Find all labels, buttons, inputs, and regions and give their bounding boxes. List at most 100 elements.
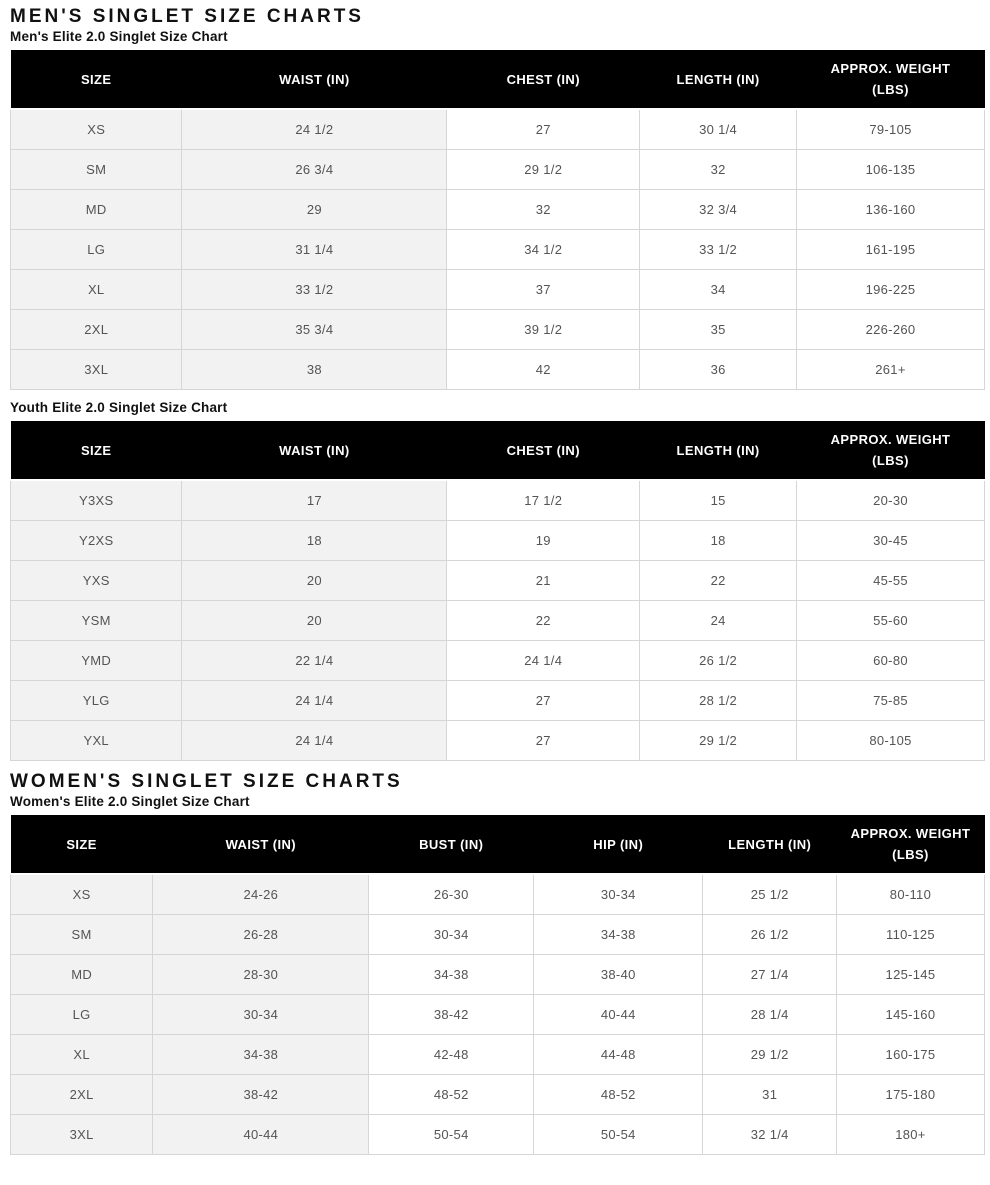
measurement-cell: 40-44: [152, 1114, 370, 1155]
measurement-cell: 40-44: [533, 994, 704, 1035]
measurement-cell: 29: [181, 189, 448, 230]
measurement-cell: 30-34: [533, 873, 704, 915]
womens-section-title: WOMEN'S SINGLET SIZE CHARTS: [10, 771, 403, 792]
womens-elite-size-chart-table: SIZE WAIST (IN) BUST (IN) HIP (IN) LENGTH (I…: [9, 815, 986, 1155]
mens-section-title: MEN'S SINGLET SIZE CHARTS: [10, 6, 364, 27]
size-cell: YXL: [9, 720, 183, 761]
mens-elite-size-chart-table: SIZE WAIST (IN) CHEST (IN) LENGTH (IN) APPRO…: [9, 50, 985, 390]
table-row: Y2XS 18 19 18 30-45: [9, 520, 985, 561]
column-header: BUST (IN): [368, 815, 534, 875]
measurement-cell: 30 1/4: [639, 108, 797, 150]
measurement-cell: 20: [181, 600, 448, 641]
size-cell: XL: [9, 269, 183, 310]
measurement-cell: 226-260: [796, 309, 985, 350]
measurement-cell: 180+: [835, 1114, 986, 1155]
measurement-cell: 32: [639, 149, 797, 190]
measurement-cell: 48-52: [533, 1074, 704, 1115]
column-header: LENGTH (IN): [702, 815, 837, 875]
measurement-cell: 110-125: [835, 914, 986, 955]
measurement-cell: 42-48: [368, 1034, 535, 1075]
measurement-cell: 80-105: [796, 720, 985, 761]
measurement-cell: 24 1/4: [181, 720, 448, 761]
measurement-cell: 44-48: [533, 1034, 704, 1075]
measurement-cell: 50-54: [533, 1114, 704, 1155]
measurement-cell: 27: [446, 720, 641, 761]
measurement-cell: 34 1/2: [446, 229, 641, 270]
measurement-cell: 196-225: [796, 269, 985, 310]
measurement-cell: 32 3/4: [639, 189, 797, 230]
size-cell: YMD: [9, 640, 183, 681]
measurement-cell: 18: [639, 520, 797, 561]
size-cell: YXS: [9, 560, 183, 601]
measurement-cell: 38-42: [368, 994, 535, 1035]
size-cell: SM: [9, 914, 154, 955]
measurement-cell: 38-40: [533, 954, 704, 995]
table-row: XS 24 1/2 27 30 1/4 79-105: [9, 108, 985, 150]
measurement-cell: 27: [446, 680, 641, 721]
size-cell: 3XL: [9, 349, 183, 390]
column-header: APPROX. WEIGHT (LBS): [836, 815, 985, 875]
measurement-cell: 34-38: [533, 914, 704, 955]
measurement-cell: 28-30: [152, 954, 370, 995]
measurement-cell: 29 1/2: [639, 720, 797, 761]
size-cell: Y2XS: [9, 520, 183, 561]
table-row: XS 24-26 26-30 30-34 25 1/2 80-110: [9, 873, 986, 915]
column-header: APPROX. WEIGHT (LBS): [796, 50, 985, 110]
measurement-cell: 38: [181, 349, 448, 390]
measurement-cell: 28 1/2: [639, 680, 797, 721]
measurement-cell: 26-30: [368, 873, 535, 915]
column-header: SIZE: [10, 421, 182, 481]
size-cell: LG: [9, 994, 154, 1035]
table-row: LG 31 1/4 34 1/2 33 1/2 161-195: [9, 229, 985, 270]
size-cell: 2XL: [9, 1074, 154, 1115]
measurement-cell: 29 1/2: [702, 1034, 837, 1075]
measurement-cell: 33 1/2: [181, 269, 448, 310]
size-cell: 2XL: [9, 309, 183, 350]
table-row: YLG 24 1/4 27 28 1/2 75-85: [9, 680, 985, 721]
size-cell: MD: [9, 189, 183, 230]
table-row: 3XL 40-44 50-54 50-54 32 1/4 180+: [9, 1114, 986, 1155]
measurement-cell: 34-38: [368, 954, 535, 995]
column-header: APPROX. WEIGHT (LBS): [796, 421, 985, 481]
measurement-cell: 26 1/2: [702, 914, 837, 955]
measurement-cell: 17: [181, 479, 448, 521]
table-row: LG 30-34 38-42 40-44 28 1/4 145-160: [9, 994, 986, 1035]
measurement-cell: 22: [639, 560, 797, 601]
table-row: SM 26 3/4 29 1/2 32 106-135: [9, 149, 985, 190]
measurement-cell: 31 1/4: [181, 229, 448, 270]
measurement-cell: 21: [446, 560, 641, 601]
header-row: SIZE WAIST (IN) CHEST (IN) LENGTH (IN) APPRO…: [10, 50, 985, 110]
table-row: Y3XS 17 17 1/2 15 20-30: [9, 479, 985, 521]
measurement-cell: 34-38: [152, 1034, 370, 1075]
measurement-cell: 24 1/4: [181, 680, 448, 721]
measurement-cell: 33 1/2: [639, 229, 797, 270]
measurement-cell: 48-52: [368, 1074, 535, 1115]
column-header: SIZE: [10, 815, 153, 875]
size-cell: LG: [9, 229, 183, 270]
measurement-cell: 17 1/2: [446, 479, 641, 521]
measurement-cell: 39 1/2: [446, 309, 641, 350]
table-row: YSM 20 22 24 55-60: [9, 600, 985, 641]
column-header: HIP (IN): [533, 815, 703, 875]
table-row: SM 26-28 30-34 34-38 26 1/2 110-125: [9, 914, 986, 955]
measurement-cell: 24 1/4: [446, 640, 641, 681]
section-youth-singlet: Youth Elite 2.0 Singlet Size Chart SIZE W…: [9, 400, 985, 761]
measurement-cell: 24-26: [152, 873, 370, 915]
measurement-cell: 27 1/4: [702, 954, 837, 995]
measurement-cell: 136-160: [796, 189, 985, 230]
size-cell: YSM: [9, 600, 183, 641]
measurement-cell: 55-60: [796, 600, 985, 641]
youth-elite-table-subtitle: Youth Elite 2.0 Singlet Size Chart: [10, 400, 228, 415]
measurement-cell: 18: [181, 520, 448, 561]
measurement-cell: 28 1/4: [702, 994, 837, 1035]
mens-elite-table-subtitle: Men's Elite 2.0 Singlet Size Chart: [10, 29, 228, 44]
header-row: SIZE WAIST (IN) CHEST (IN) LENGTH (IN) APPRO…: [10, 421, 985, 481]
measurement-cell: 50-54: [368, 1114, 535, 1155]
measurement-cell: 32: [446, 189, 641, 230]
size-cell: Y3XS: [9, 479, 183, 521]
womens-elite-table-subtitle: Women's Elite 2.0 Singlet Size Chart: [10, 794, 250, 809]
measurement-cell: 35 3/4: [181, 309, 448, 350]
measurement-cell: 15: [639, 479, 797, 521]
measurement-cell: 30-45: [796, 520, 985, 561]
table-row: XL 34-38 42-48 44-48 29 1/2 160-175: [9, 1034, 986, 1075]
